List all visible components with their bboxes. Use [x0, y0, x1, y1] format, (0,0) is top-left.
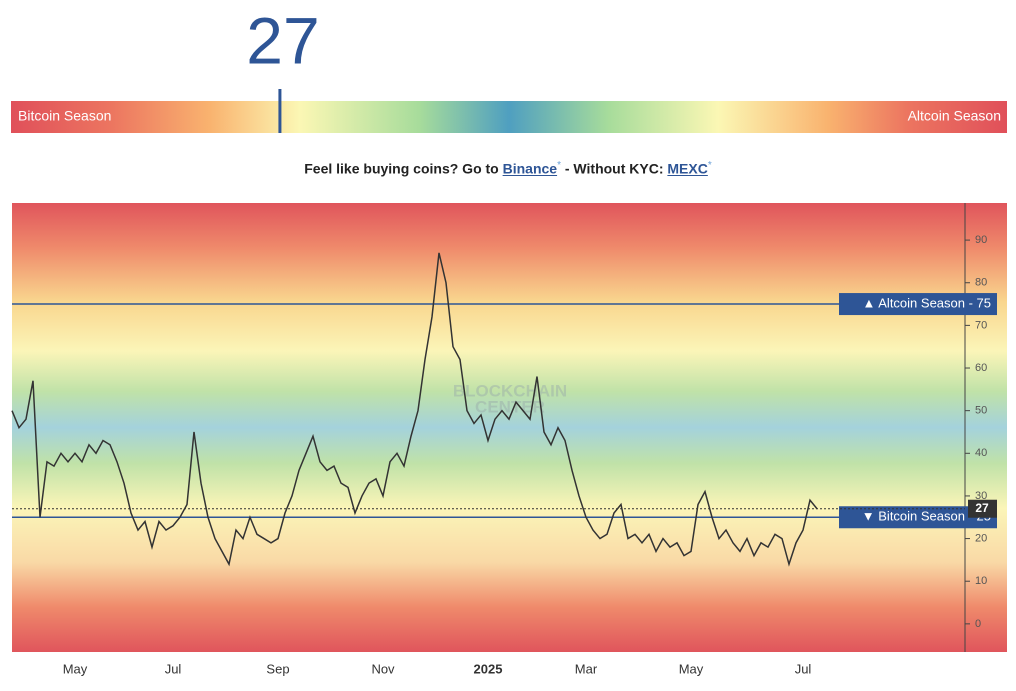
y-tick-label: 10 [975, 575, 987, 587]
x-tick-label: Nov [371, 661, 395, 676]
x-tick-label: May [63, 661, 88, 676]
y-tick-label: 50 [975, 405, 987, 417]
index-line [11, 252, 818, 567]
y-tick-label: 40 [975, 447, 987, 459]
season-bar [11, 101, 1007, 133]
right-label: Altcoin Season [908, 108, 1001, 124]
binance-link[interactable]: Binance [502, 160, 558, 177]
promo-text: - Without KYC: [560, 160, 668, 177]
y-tick-label: 60 [975, 362, 987, 374]
threshold-label: ▲ Altcoin Season - 75 [863, 295, 992, 310]
x-tick-label: 2025 [474, 661, 503, 676]
current-box [968, 499, 997, 518]
watermark: CENTER [475, 397, 545, 416]
y-tick-label: 70 [975, 319, 987, 331]
index-value: 27 [246, 3, 319, 77]
y-tick-label: 80 [975, 277, 987, 289]
threshold-label: ▼ Bitcoin Season - 25 [862, 509, 991, 524]
x-tick-label: Jul [165, 661, 182, 676]
x-tick-label: May [679, 661, 704, 676]
current-value: 27 [975, 501, 989, 515]
x-tick-label: Jul [795, 661, 812, 676]
asterisk: * [707, 160, 712, 171]
y-tick-label: 90 [975, 234, 987, 246]
x-tick-label: Mar [575, 661, 598, 676]
threshold-box [839, 293, 997, 316]
left-label: Bitcoin Season [18, 108, 111, 124]
promo-text: Feel like buying coins? Go to [304, 160, 503, 177]
asterisk: * [557, 160, 561, 171]
y-tick-label: 30 [975, 490, 987, 502]
y-tick-label: 20 [975, 532, 987, 544]
y-tick-label: 0 [975, 618, 981, 630]
plot-background [12, 203, 1007, 652]
x-tick-label: Sep [266, 661, 289, 676]
promo: Feel like buying coins? Go to Binance* -… [0, 160, 1016, 177]
mexc-link[interactable]: MEXC [667, 160, 708, 177]
threshold-box [839, 506, 997, 529]
